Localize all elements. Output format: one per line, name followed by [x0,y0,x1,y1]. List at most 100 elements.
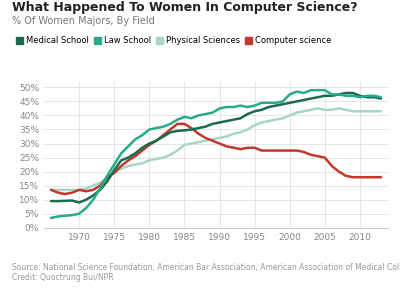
Physical Sciences [119,167,124,171]
Computer science [210,139,215,142]
Physical Sciences [287,114,292,117]
Law School [280,100,285,103]
Law School [308,88,313,92]
Computer science [161,133,166,137]
Physical Sciences [203,139,208,142]
Medical School [154,139,159,142]
Computer science [315,154,320,158]
Physical Sciences [372,110,376,113]
Computer science [322,156,327,159]
Law School [105,174,110,178]
Medical School [91,194,96,197]
Physical Sciences [238,131,243,134]
Law School [154,126,159,130]
Law School [175,118,180,121]
Medical School [245,112,250,116]
Physical Sciences [315,107,320,110]
Computer science [273,149,278,152]
Computer science [84,190,88,193]
Law School [49,216,54,220]
Physical Sciences [56,188,60,192]
Law School [126,145,131,148]
Law School [224,105,229,109]
Medical School [168,131,173,134]
Physical Sciences [378,110,383,113]
Law School [147,128,152,131]
Law School [336,93,341,96]
Law School [266,101,271,105]
Physical Sciences [126,164,131,168]
Physical Sciences [273,118,278,121]
Law School [98,187,102,190]
Computer science [217,142,222,145]
Physical Sciences [70,188,74,192]
Physical Sciences [364,110,369,113]
Computer science [266,149,271,152]
Physical Sciences [112,170,117,173]
Computer science [224,145,229,148]
Law School [196,114,201,117]
Physical Sciences [147,159,152,162]
Medical School [126,156,131,159]
Text: Source: National Science Foundation, American Bar Association, American Associat: Source: National Science Foundation, Ame… [12,263,400,282]
Physical Sciences [217,136,222,140]
Computer science [112,171,117,175]
Medical School [330,94,334,98]
Line: Computer science: Computer science [51,124,381,194]
Computer science [77,188,82,192]
Computer science [105,175,110,179]
Medical School [161,135,166,138]
Law School [364,94,369,98]
Computer science [245,146,250,150]
Medical School [70,199,74,202]
Computer science [63,192,68,196]
Law School [287,93,292,96]
Computer science [189,126,194,130]
Computer science [358,175,362,179]
Medical School [273,104,278,107]
Computer science [350,175,355,179]
Computer science [49,188,54,192]
Physical Sciences [336,107,341,110]
Computer science [154,139,159,142]
Medical School [294,100,299,103]
Medical School [336,93,341,96]
Medical School [308,97,313,100]
Physical Sciences [84,187,88,190]
Law School [378,95,383,99]
Physical Sciences [175,149,180,152]
Medical School [203,125,208,128]
Physical Sciences [168,153,173,157]
Medical School [344,91,348,95]
Computer science [126,159,131,162]
Text: % Of Women Majors, By Field: % Of Women Majors, By Field [12,16,155,26]
Medical School [49,199,54,203]
Physical Sciences [330,108,334,112]
Law School [77,212,82,215]
Physical Sciences [344,108,348,112]
Law School [112,163,117,166]
Law School [259,101,264,105]
Medical School [119,159,124,162]
Medical School [84,198,88,201]
Text: What Happened To Women In Computer Science?: What Happened To Women In Computer Scien… [12,1,358,15]
Physical Sciences [294,111,299,114]
Computer science [252,146,257,150]
Physical Sciences [308,108,313,112]
Physical Sciences [280,117,285,120]
Law School [189,117,194,120]
Computer science [133,154,138,158]
Line: Law School: Law School [51,90,381,218]
Medical School [210,122,215,126]
Computer science [140,149,145,152]
Computer science [336,170,341,173]
Medical School [56,199,60,203]
Medical School [133,152,138,155]
Medical School [252,110,257,113]
Physical Sciences [98,181,102,185]
Computer science [168,128,173,131]
Physical Sciences [301,110,306,113]
Law School [330,93,334,96]
Law School [273,101,278,105]
Medical School [98,188,102,192]
